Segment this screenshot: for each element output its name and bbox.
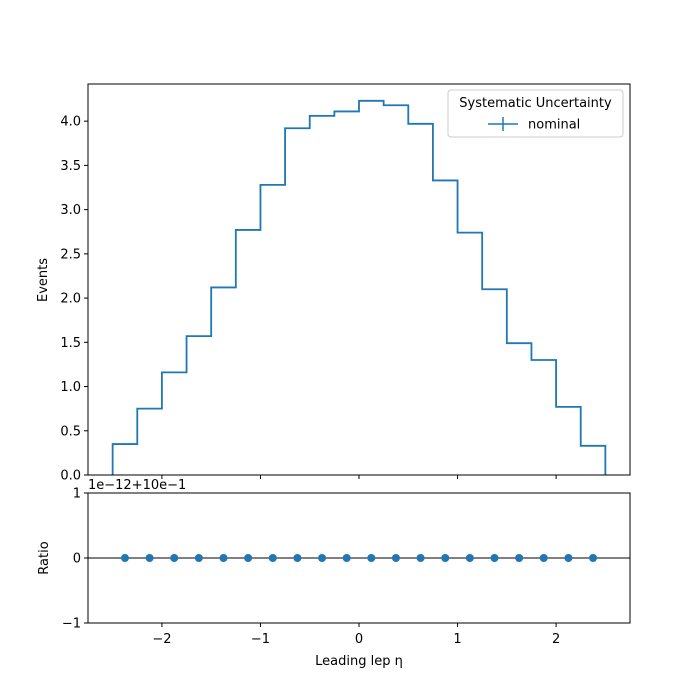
- ratio-point: [219, 554, 228, 562]
- ratio-point: [416, 554, 425, 562]
- main-y-tick-label: 1.0: [60, 380, 81, 395]
- ratio-point: [170, 554, 179, 562]
- ratio-x-tick-label: −2: [152, 632, 171, 647]
- ratio-points: [120, 554, 598, 562]
- ratio-point: [194, 554, 203, 562]
- legend-entry-nominal: nominal: [528, 118, 580, 133]
- ratio-x-ticks: −2 −1 0 1 2: [152, 623, 560, 647]
- main-panel: 0.0 0.5 1.0 1.5 2.0 2.5 3.0 3.5 4.0 Events Syste…: [36, 83, 631, 484]
- ratio-point: [145, 554, 154, 562]
- main-y-tick-label: 2.5: [60, 247, 81, 262]
- main-y-tick-label: 2.0: [60, 292, 81, 307]
- ratio-point: [539, 554, 548, 562]
- ratio-point: [268, 554, 277, 562]
- main-x-ticks: [161, 475, 557, 479]
- main-y-axis-label: Events: [36, 258, 51, 302]
- ratio-y-tick-label: −1: [62, 617, 81, 632]
- ratio-point: [465, 554, 474, 562]
- x-axis-label: Leading lep η: [315, 654, 403, 669]
- main-y-tick-label: 0.5: [60, 424, 81, 439]
- ratio-point: [391, 554, 400, 562]
- ratio-point: [244, 554, 253, 562]
- ratio-x-tick-label: 0: [355, 632, 363, 647]
- histogram-steps: [111, 99, 607, 475]
- legend-title: Systematic Uncertainty: [459, 96, 612, 111]
- ratio-point: [564, 554, 573, 562]
- histogram-step-line: [111, 99, 607, 475]
- ratio-y-tick-label: 1: [73, 487, 81, 502]
- ratio-y-ticks: −1 0 1: [62, 487, 88, 632]
- ratio-y-axis-label: Ratio: [37, 541, 52, 574]
- ratio-point: [441, 554, 450, 562]
- main-y-tick-label: 4.0: [60, 115, 81, 130]
- ratio-x-tick-label: −1: [251, 632, 270, 647]
- ratio-y-tick-label: 0: [73, 552, 81, 567]
- legend: Systematic Uncertainty nominal: [447, 89, 624, 138]
- ratio-point: [318, 554, 327, 562]
- main-y-ticks: 0.0 0.5 1.0 1.5 2.0 2.5 3.0 3.5 4.0: [60, 115, 88, 484]
- ratio-point: [367, 554, 376, 562]
- legend-box: [447, 89, 624, 138]
- ratio-point: [342, 554, 351, 562]
- main-plot-area: [88, 84, 630, 475]
- ratio-offset-text: 1e−12+10e−1: [88, 478, 186, 493]
- main-y-tick-label: 1.5: [60, 336, 81, 351]
- ratio-point: [293, 554, 302, 562]
- ratio-panel: −1 0 1 −2 −1 0 1 2 1e−12+10e−1 Ratio Leading l…: [37, 478, 631, 669]
- ratio-point: [589, 554, 598, 562]
- ratio-x-tick-label: 1: [453, 632, 461, 647]
- ratio-x-tick-label: 2: [552, 632, 560, 647]
- ratio-point: [490, 554, 499, 562]
- main-y-tick-label: 3.5: [60, 159, 81, 174]
- ratio-point: [515, 554, 524, 562]
- main-y-tick-label: 3.0: [60, 203, 81, 218]
- ratio-point: [120, 554, 129, 562]
- main-y-tick-label: 0.0: [60, 469, 81, 484]
